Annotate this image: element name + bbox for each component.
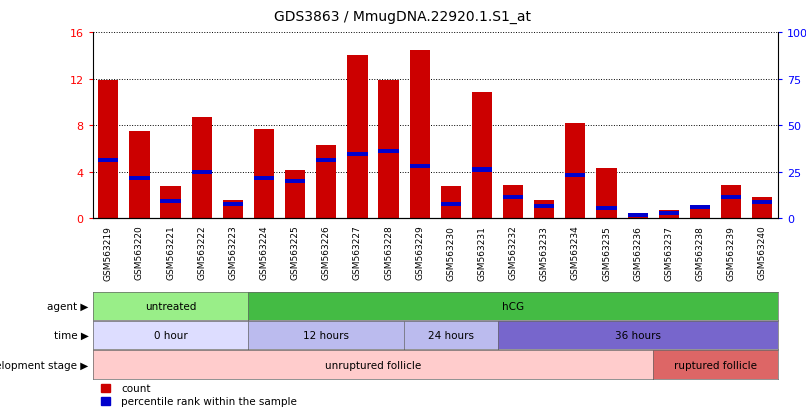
Text: time ▶: time ▶	[54, 330, 89, 340]
Bar	[721, 185, 742, 219]
Text: unruptured follicle: unruptured follicle	[325, 360, 421, 370]
Bar	[752, 201, 772, 205]
Bar	[254, 176, 274, 180]
Bar	[441, 186, 461, 219]
Text: count: count	[121, 383, 151, 393]
Bar	[628, 216, 648, 219]
Text: GDS3863 / MmugDNA.22920.1.S1_at: GDS3863 / MmugDNA.22920.1.S1_at	[275, 10, 531, 24]
Bar	[222, 203, 243, 207]
Text: 0 hour: 0 hour	[154, 330, 188, 340]
Bar	[565, 123, 585, 219]
Bar	[129, 176, 150, 180]
Bar	[129, 132, 150, 219]
Bar	[472, 168, 492, 172]
Bar	[659, 211, 679, 215]
Bar	[565, 174, 585, 178]
Bar	[285, 170, 305, 219]
Bar	[534, 204, 555, 208]
Bar	[721, 196, 742, 200]
Bar	[472, 92, 492, 219]
Text: untreated: untreated	[145, 301, 196, 311]
Bar	[596, 206, 617, 211]
Bar	[192, 171, 212, 174]
Bar	[659, 211, 679, 219]
Text: hCG: hCG	[502, 301, 524, 311]
Bar	[628, 214, 648, 217]
Text: agent ▶: agent ▶	[48, 301, 89, 311]
Text: 36 hours: 36 hours	[615, 330, 661, 340]
Bar	[347, 153, 368, 157]
Bar	[503, 185, 523, 219]
Bar	[534, 200, 555, 219]
Text: 12 hours: 12 hours	[303, 330, 349, 340]
Bar	[690, 209, 710, 219]
Text: 24 hours: 24 hours	[428, 330, 474, 340]
Bar	[378, 81, 399, 219]
Bar	[222, 200, 243, 219]
Bar	[347, 56, 368, 219]
Bar	[409, 50, 430, 219]
Bar	[254, 129, 274, 219]
Text: ruptured follicle: ruptured follicle	[674, 360, 757, 370]
Bar	[378, 150, 399, 154]
Bar	[752, 198, 772, 219]
Bar	[160, 186, 181, 219]
Text: development stage ▶: development stage ▶	[0, 360, 89, 370]
Bar	[316, 146, 336, 219]
Bar	[160, 199, 181, 204]
Bar	[192, 118, 212, 219]
Bar	[596, 169, 617, 219]
Bar	[409, 165, 430, 169]
Bar	[503, 196, 523, 200]
Bar	[98, 159, 118, 163]
Bar	[690, 205, 710, 209]
Bar	[285, 180, 305, 184]
Bar	[98, 81, 118, 219]
Bar	[316, 159, 336, 163]
Bar	[441, 203, 461, 207]
Text: percentile rank within the sample: percentile rank within the sample	[121, 396, 297, 406]
